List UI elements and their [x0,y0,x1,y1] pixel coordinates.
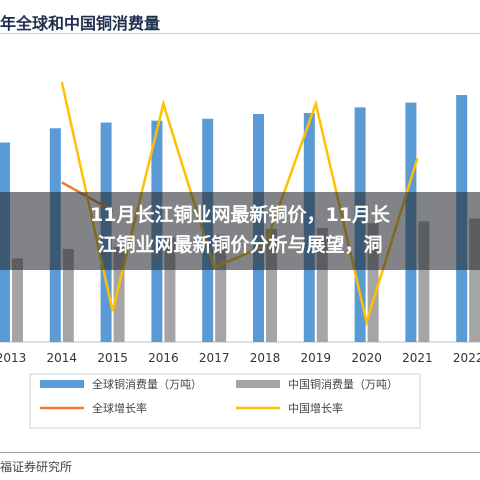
headline-line-2: 江铜业网最新铜价分析与展望，洞 [97,234,383,256]
bar-china-2022 [469,218,480,342]
x-tick-2020: 2020 [351,351,382,365]
legend-swatch-1 [236,380,280,388]
bar-china-2014 [62,248,74,342]
bar-china-2013 [12,258,23,342]
legend-label-1: 中国铜消费量（万吨） [288,377,398,391]
bar-china-2017 [215,234,227,342]
legend-label-2: 全球增长率 [92,401,147,415]
headline-overlay [0,192,480,270]
bar-china-2016 [164,237,176,342]
bar-china-2020 [367,223,379,342]
x-tick-2021: 2021 [402,351,433,365]
legend-box [29,373,421,429]
bar-china-2021 [418,221,430,342]
x-tick-2019: 2019 [301,351,332,365]
chart-title: 年全球和中国铜消费量 [0,14,161,33]
headline-text: 11月长江铜业网最新铜价，11月长 江铜业网最新铜价分析与展望，洞 [0,200,480,260]
x-tick-2013: 2013 [0,351,26,365]
x-tick-2017: 2017 [199,351,230,365]
x-tick-2018: 2018 [250,351,281,365]
x-tick-2014: 2014 [47,351,78,365]
legend-swatch-0 [40,380,84,388]
bar-china-2018 [266,228,277,342]
x-tick-2015: 2015 [97,351,128,365]
x-tick-2016: 2016 [148,351,179,365]
bar-china-2019 [316,228,328,342]
legend-label-0: 全球铜消费量（万吨） [92,377,202,391]
legend-label-3: 中国增长率 [288,401,343,415]
bar-china-2015 [113,247,125,342]
footer-divider [0,452,480,453]
x-tick-2022: 2022 [453,351,480,365]
title-divider [0,33,480,34]
headline-line-1: 11月长江铜业网最新铜价，11月长 [90,204,390,226]
source-note: 福证券研究所 [0,460,73,474]
